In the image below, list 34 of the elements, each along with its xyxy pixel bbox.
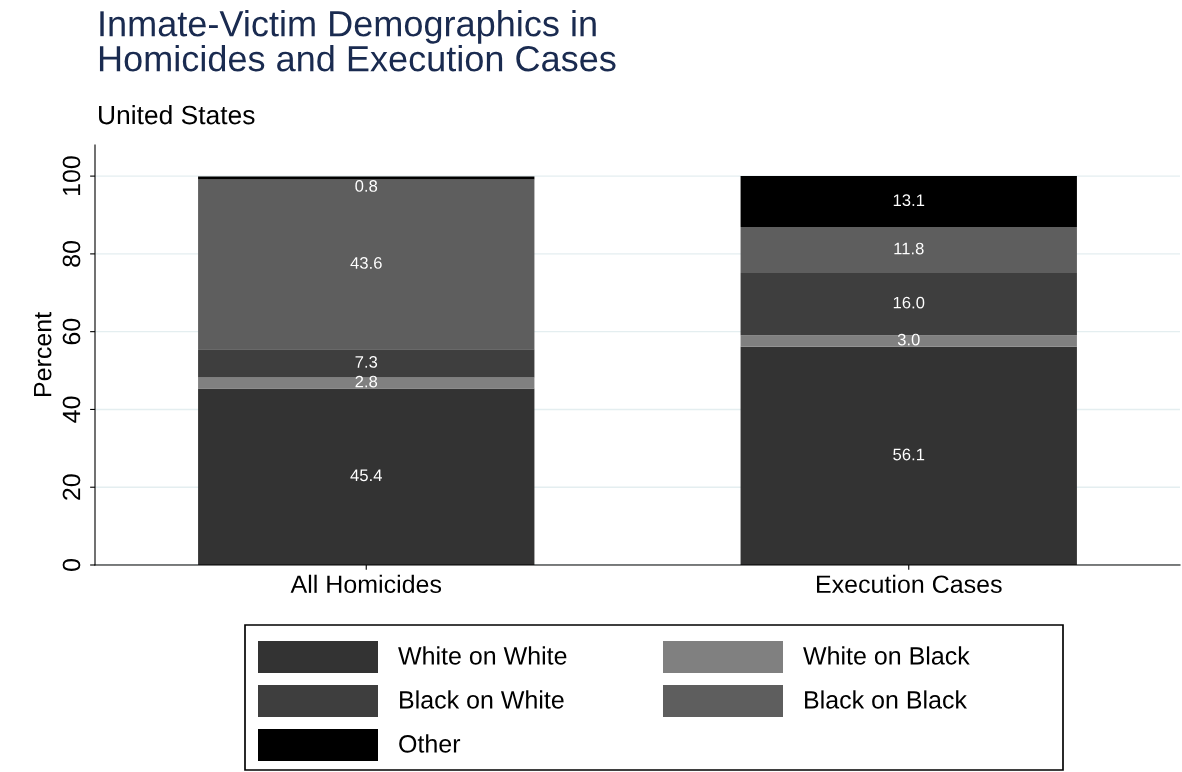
data-label: 56.1 xyxy=(893,448,925,461)
y-axis-title: Percent xyxy=(34,312,52,397)
chart-subtitle: United States xyxy=(99,105,255,125)
data-label: 3.0 xyxy=(897,333,920,346)
bar xyxy=(198,179,535,350)
data-label: 16.0 xyxy=(893,296,925,309)
bar xyxy=(740,227,1077,273)
bar xyxy=(198,388,535,565)
legend-label: Black on Black xyxy=(805,690,967,709)
y-tick-label: 20 xyxy=(62,474,81,500)
bar xyxy=(198,176,535,180)
y-tick-label: 40 xyxy=(62,396,81,423)
legend-label: White on White xyxy=(398,646,567,665)
y-tick-label: 100 xyxy=(62,156,81,196)
bar xyxy=(740,176,1077,228)
y-tick-label: 0 xyxy=(62,559,81,571)
bar xyxy=(198,377,535,389)
y-tick-label: 80 xyxy=(62,240,81,267)
y-tick-label: 60 xyxy=(62,318,81,345)
data-label: 43.6 xyxy=(350,257,382,269)
data-label: 11.8 xyxy=(894,242,924,255)
x-tick-label: All Homicides xyxy=(290,574,442,594)
data-label: 45.4 xyxy=(350,469,382,482)
data-label: 13.1 xyxy=(893,194,925,207)
bar xyxy=(740,346,1077,565)
data-label: 2.8 xyxy=(355,375,378,388)
chart-title: Inmate-Victim Demographics in Homicides and Execution Cases xyxy=(99,10,616,72)
legend-label: White on Black xyxy=(803,646,970,665)
legend-label: Black on White xyxy=(400,690,564,709)
legend-label: Other xyxy=(399,734,461,753)
x-tick-label: Execution Cases xyxy=(817,574,1002,594)
data-label: 7.3 xyxy=(355,356,378,368)
data-label: 0.8 xyxy=(355,180,378,192)
bar xyxy=(740,335,1077,347)
